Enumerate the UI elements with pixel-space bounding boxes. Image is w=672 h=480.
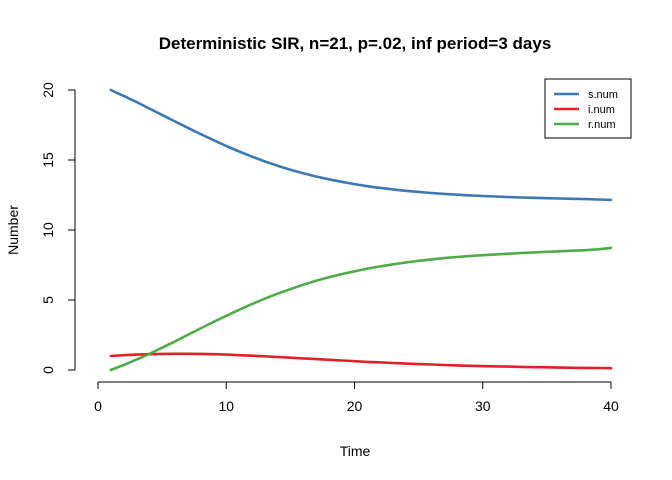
x-axis-label: Time [340, 443, 371, 459]
x-tick-label: 0 [94, 398, 102, 414]
legend-label: s.num [588, 89, 618, 101]
x-tick-label: 10 [218, 398, 234, 414]
legend-label: i.num [588, 104, 615, 116]
chart-title: Deterministic SIR, n=21, p=.02, inf peri… [159, 34, 552, 53]
y-tick-label: 0 [40, 366, 56, 374]
y-axis-label: Number [5, 205, 21, 255]
y-tick-label: 20 [40, 82, 56, 98]
legend-label: r.num [588, 119, 616, 131]
axes: 0 10 20 30 40 0 5 10 15 20 [40, 82, 619, 414]
y-tick-label: 10 [40, 222, 56, 238]
series-line-s-num [109, 88, 613, 202]
x-tick-label: 20 [347, 398, 363, 414]
x-tick-label: 30 [475, 398, 491, 414]
series-line-i-num [109, 352, 613, 370]
y-tick-label: 15 [40, 152, 56, 168]
legend: s.num i.num r.num [544, 78, 632, 139]
y-tick-label: 5 [40, 296, 56, 304]
series-group [109, 88, 613, 372]
series-line-r-num [109, 246, 613, 372]
x-tick-label: 40 [603, 398, 619, 414]
